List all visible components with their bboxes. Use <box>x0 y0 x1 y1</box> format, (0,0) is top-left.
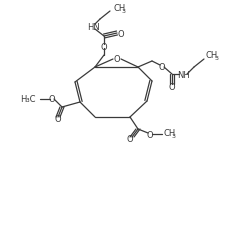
Text: CH: CH <box>164 128 176 137</box>
Text: O: O <box>159 62 165 71</box>
Text: O: O <box>114 55 120 64</box>
Text: O: O <box>55 115 61 124</box>
Text: O: O <box>118 29 124 38</box>
Text: NH: NH <box>177 70 189 79</box>
Text: O: O <box>169 82 175 91</box>
Text: 3: 3 <box>215 56 219 61</box>
Text: O: O <box>127 135 133 144</box>
Text: O: O <box>101 42 107 51</box>
Text: H₃C: H₃C <box>21 94 36 103</box>
Text: CH: CH <box>206 51 218 60</box>
Text: O: O <box>49 95 55 104</box>
Text: 3: 3 <box>172 133 176 138</box>
Text: CH: CH <box>113 3 125 12</box>
Text: 3: 3 <box>122 8 126 14</box>
Text: O: O <box>147 130 153 139</box>
Text: HN: HN <box>87 22 99 31</box>
